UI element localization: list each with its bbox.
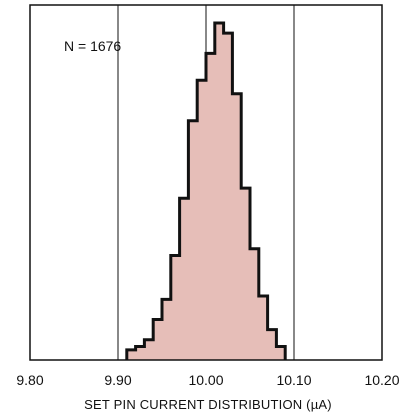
x-tick-label: 10.10	[276, 372, 311, 388]
x-tick-labels: 9.80 9.90 10.00 10.10 10.20	[16, 372, 399, 388]
histogram-outline	[125, 21, 287, 360]
x-axis-title: SET PIN CURRENT DISTRIBUTION (µA)	[84, 397, 332, 412]
x-tick-label: 9.80	[16, 372, 43, 388]
sample-count-annotation: N = 1676	[64, 38, 121, 54]
x-tick-label: 9.90	[104, 372, 131, 388]
plot-frame	[29, 4, 383, 361]
x-tick-label: 10.20	[364, 372, 399, 388]
histogram-fill	[126, 23, 286, 360]
x-tick-label: 10.00	[188, 372, 223, 388]
histogram-bars	[125, 21, 287, 360]
